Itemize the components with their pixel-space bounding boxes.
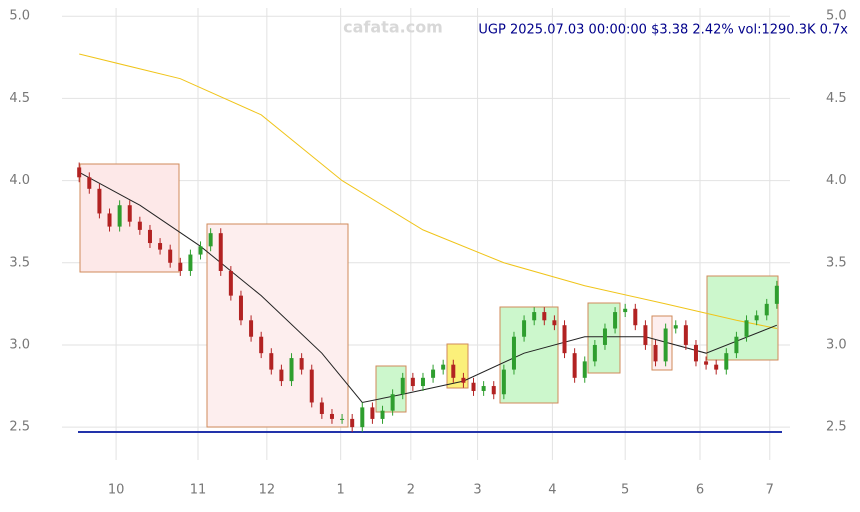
- candle-body: [451, 364, 456, 378]
- candle-body: [107, 213, 112, 227]
- y-tick-label-right: 4.5: [826, 91, 847, 106]
- candle-body: [360, 407, 365, 428]
- chart-title: UGP 2025.07.03 00:00:00 $3.38 2.42% vol:…: [478, 23, 848, 38]
- y-tick-label-right: 4.0: [826, 173, 847, 188]
- candle-body: [562, 325, 567, 354]
- y-tick-label-right: 3.0: [826, 337, 847, 352]
- candle-body: [643, 325, 648, 345]
- candle-body: [744, 320, 749, 337]
- candle-body: [249, 320, 254, 337]
- candle-body: [724, 353, 729, 370]
- y-tick-label-right: 2.5: [826, 420, 847, 435]
- x-tick-label: 6: [696, 483, 704, 498]
- candle-body: [188, 254, 193, 271]
- candle-body: [774, 285, 779, 304]
- candle-body: [350, 418, 355, 428]
- candle-body: [269, 353, 274, 370]
- candle-body: [218, 233, 223, 271]
- candle-body: [683, 325, 688, 345]
- candle-body: [582, 361, 587, 378]
- x-tick-label: 1: [337, 483, 345, 498]
- candle-body: [127, 205, 132, 222]
- candle-body: [289, 358, 294, 382]
- candle-body: [340, 418, 345, 420]
- candle-body: [319, 402, 324, 414]
- candle-body: [370, 407, 375, 419]
- candle-body: [87, 177, 92, 189]
- candle-body: [623, 308, 628, 313]
- indicator-line: [79, 53, 777, 329]
- candle-body: [461, 377, 466, 383]
- candle-body: [764, 303, 769, 316]
- candle-body: [663, 328, 668, 362]
- y-tick-label: 3.5: [9, 255, 30, 270]
- candle-body: [704, 361, 709, 365]
- candle-body: [602, 328, 607, 345]
- candle-body: [420, 377, 425, 387]
- candle-body: [613, 312, 618, 329]
- candle-body: [410, 377, 415, 387]
- candle-body: [572, 353, 577, 378]
- y-tick-label: 4.5: [9, 91, 30, 106]
- candle-body: [147, 229, 152, 244]
- candle-body: [400, 377, 405, 395]
- zone-box: [706, 275, 779, 361]
- y-tick-label-right: 5.0: [826, 9, 847, 24]
- x-tick-label: 12: [259, 483, 276, 498]
- candle-body: [511, 336, 516, 370]
- zone-box: [206, 223, 349, 428]
- candle-body: [198, 246, 203, 255]
- y-tick-label: 5.0: [9, 9, 30, 24]
- y-tick-label: 3.0: [9, 337, 30, 352]
- candle-body: [501, 369, 506, 395]
- candle-body: [471, 382, 476, 391]
- candle-body: [653, 344, 658, 362]
- candle-body: [552, 320, 557, 326]
- candle-body: [228, 270, 233, 296]
- candle-body: [542, 312, 547, 321]
- candle-body: [329, 413, 334, 419]
- x-tick-label: 10: [108, 483, 125, 498]
- candle-body: [117, 205, 122, 227]
- candle-body: [97, 188, 102, 214]
- candle-body: [259, 336, 264, 354]
- candle-body: [633, 308, 638, 326]
- candle-body: [77, 167, 82, 178]
- x-tick-label: 4: [548, 483, 556, 498]
- candle-body: [208, 233, 213, 247]
- candle-body: [734, 336, 739, 354]
- candle-body: [714, 364, 719, 370]
- candle-body: [299, 358, 304, 370]
- candle-body: [491, 386, 496, 395]
- candle-body: [754, 315, 759, 321]
- candle-body: [137, 221, 142, 230]
- candle-body: [380, 410, 385, 419]
- candle-body: [431, 369, 436, 378]
- candle-body: [441, 364, 446, 370]
- candle-body: [481, 386, 486, 391]
- candle-body: [279, 369, 284, 382]
- watermark: cafata.com: [343, 18, 443, 37]
- candle-body: [390, 394, 395, 411]
- candle-body: [238, 295, 243, 321]
- candle-body: [592, 344, 597, 362]
- candle-body: [178, 262, 183, 271]
- candle-body: [158, 243, 163, 250]
- x-tick-label: 2: [407, 483, 415, 498]
- candle-body: [673, 325, 678, 329]
- candle-body: [532, 312, 537, 321]
- candle-body: [309, 369, 314, 403]
- candle-body: [522, 320, 527, 337]
- x-tick-label: 11: [190, 483, 207, 498]
- y-tick-label: 2.5: [9, 420, 30, 435]
- zone-box: [499, 306, 559, 404]
- candle-body: [168, 249, 173, 263]
- x-tick-label: 7: [766, 483, 774, 498]
- x-tick-label: 5: [621, 483, 629, 498]
- x-tick-label: 3: [473, 483, 481, 498]
- candle-body: [693, 344, 698, 362]
- y-tick-label: 4.0: [9, 173, 30, 188]
- y-tick-label-right: 3.5: [826, 255, 847, 270]
